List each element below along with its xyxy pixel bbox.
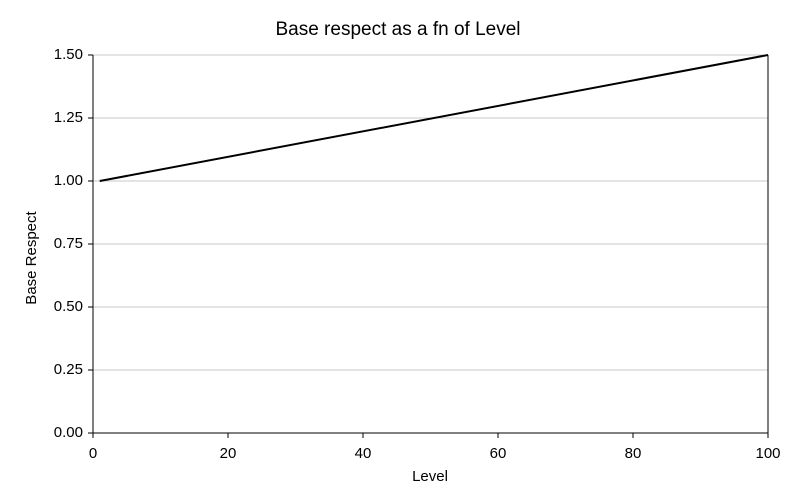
y-axis-label: Base Respect xyxy=(23,210,40,304)
chart-title: Base respect as a fn of Level xyxy=(275,19,520,40)
y-tick-label: 0.25 xyxy=(54,361,83,378)
x-tick-label: 60 xyxy=(490,445,507,462)
x-tick-label: 0 xyxy=(89,445,97,462)
x-tick-label: 80 xyxy=(625,445,642,462)
y-tick-label: 1.25 xyxy=(54,109,83,126)
y-tick-label: 0.75 xyxy=(54,235,83,252)
x-tick-label: 40 xyxy=(355,445,372,462)
x-tick-label: 20 xyxy=(220,445,237,462)
x-tick-label: 100 xyxy=(755,445,780,462)
data-line xyxy=(99,54,769,182)
y-tick-label: 1.50 xyxy=(54,46,83,63)
y-tick-label: 1.00 xyxy=(54,172,83,189)
x-axis-label: Level xyxy=(412,468,448,485)
y-tick-label: 0.50 xyxy=(54,298,83,315)
y-tick-label: 0.00 xyxy=(54,424,83,441)
